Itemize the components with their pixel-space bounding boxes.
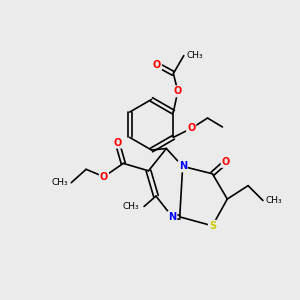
Text: CH₃: CH₃ [52, 178, 68, 187]
Text: CH₃: CH₃ [123, 202, 140, 211]
Text: O: O [187, 124, 195, 134]
Text: CH₃: CH₃ [187, 51, 203, 60]
Text: O: O [100, 172, 108, 182]
Text: O: O [174, 86, 182, 96]
Text: O: O [113, 138, 122, 148]
Text: N: N [178, 161, 187, 171]
Text: O: O [153, 59, 161, 70]
Text: O: O [222, 157, 230, 167]
Text: S: S [209, 221, 216, 231]
Text: CH₃: CH₃ [266, 196, 283, 205]
Text: N: N [168, 212, 176, 222]
